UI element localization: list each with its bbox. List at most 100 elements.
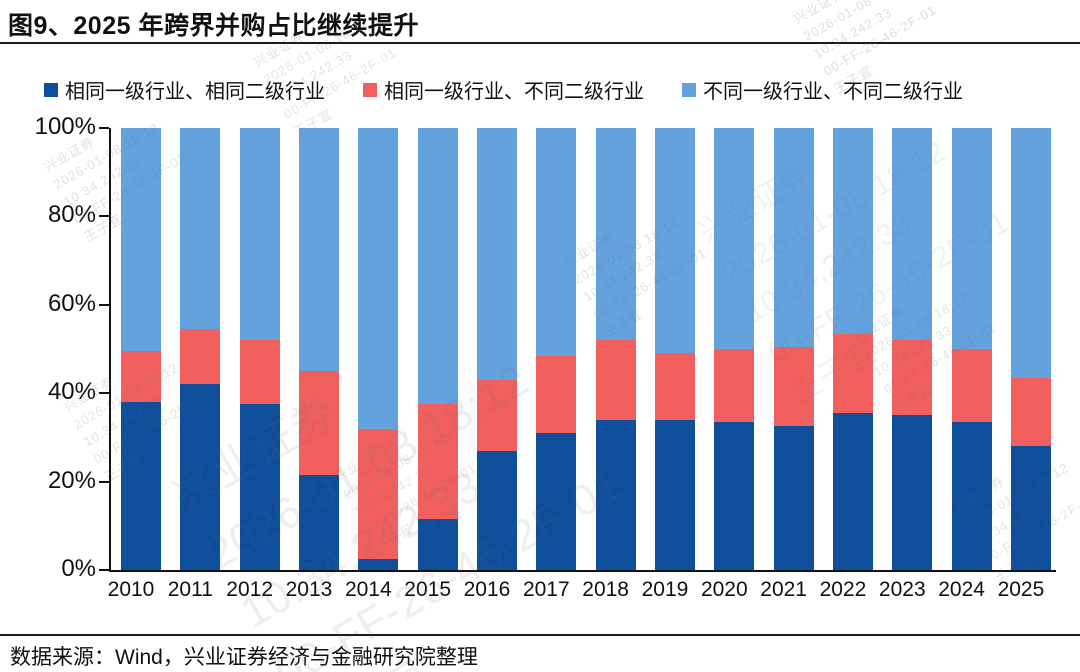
x-tick-label-2023: 2023 (878, 578, 926, 601)
bar-2021-segment-1 (773, 426, 814, 570)
bar-2023-segment-2 (892, 340, 933, 416)
x-tick-label-2011: 2011 (167, 578, 213, 601)
x-tick-label-2025: 2025 (997, 578, 1045, 601)
legend-swatch-dark-blue (44, 82, 58, 97)
title-divider (0, 42, 1080, 44)
bar-2016-segment-1 (476, 450, 517, 570)
bar-2019 (654, 128, 695, 570)
bar-2019-segment-2 (654, 353, 695, 420)
y-tick-40pct (99, 392, 109, 395)
bar-2018-segment-3 (595, 128, 636, 341)
y-tick-label-20pct: 20% (47, 466, 96, 494)
plot-area: 2010 2011 2012 2013 2014 2015 2016 2017 2018 2019… (35, 113, 1056, 601)
y-tick-label-40pct: 40% (47, 378, 96, 406)
x-tick-label-2013: 2013 (285, 578, 333, 601)
x-tick-label-2022: 2022 (819, 578, 867, 601)
bar-2013-segment-2 (298, 371, 339, 475)
x-tick-label-2017: 2017 (522, 578, 570, 601)
bar-2012-segment-2 (239, 340, 280, 405)
y-tick-label-100pct: 100% (34, 113, 96, 140)
bar-2018 (595, 128, 636, 570)
bar-2017-segment-2 (536, 355, 577, 433)
bar-2021-segment-3 (773, 128, 814, 347)
bar-2014-segment-1 (358, 558, 399, 570)
bar-2014-segment-3 (358, 128, 399, 429)
bar-2019-segment-1 (654, 419, 695, 570)
bar-2023-segment-3 (892, 128, 933, 341)
bar-2012-segment-1 (239, 404, 280, 570)
bar-2013-segment-3 (298, 128, 339, 372)
bar-2016-segment-3 (476, 128, 517, 380)
bar-2021 (773, 128, 814, 570)
bar-2020-segment-3 (714, 128, 755, 349)
bar-2015 (417, 128, 458, 570)
bar-2013-segment-1 (298, 474, 339, 570)
bar-2010 (121, 128, 161, 570)
bar-2020-segment-2 (714, 349, 755, 422)
y-tick-20pct (99, 480, 109, 483)
data-source-note: 数据来源：Wind，兴业证券经济与金融研究院整理 (10, 646, 478, 669)
bar-2017-segment-1 (536, 432, 577, 570)
bar-2018-segment-2 (595, 340, 636, 420)
bar-2016 (476, 128, 517, 570)
bar-2017-segment-3 (536, 128, 577, 356)
bar-2025-segment-3 (1010, 128, 1051, 378)
bar-2018-segment-1 (595, 419, 636, 570)
y-tick-label-80pct: 80% (47, 201, 96, 229)
bar-2011-segment-1 (180, 384, 221, 570)
x-tick-label-2010: 2010 (107, 578, 155, 601)
bar-2010-segment-2 (121, 351, 161, 403)
bar-2011-segment-3 (180, 128, 221, 330)
legend-label: 不同一级行业、不同二级行业 (703, 81, 963, 103)
footer-divider (0, 634, 1080, 636)
bar-2022-segment-3 (832, 128, 873, 334)
page-title: 图9、2025 年跨界并购占比继续提升 (8, 12, 419, 40)
bar-2022-segment-2 (832, 333, 873, 414)
bar-2019-segment-3 (654, 128, 695, 354)
y-tick-80pct (99, 215, 109, 218)
x-tick-label-2019: 2019 (641, 578, 689, 601)
bar-2010-segment-1 (121, 402, 161, 570)
y-axis-line (109, 128, 111, 572)
x-tick-label-2024: 2024 (938, 578, 985, 601)
bar-2012-segment-3 (239, 128, 280, 341)
y-tick-label-60pct: 60% (47, 289, 96, 317)
bar-2024-segment-3 (951, 128, 992, 349)
bar-2020 (714, 128, 755, 570)
y-tick-60pct (99, 303, 109, 306)
bar-2011 (180, 128, 221, 570)
legend-swatch-light-blue (682, 82, 696, 97)
x-tick-label-2018: 2018 (582, 578, 629, 601)
legend-swatch-red (363, 82, 377, 97)
legend-label: 相同一级行业、相同二级行业 (65, 81, 325, 103)
bar-2015-segment-2 (417, 404, 458, 520)
bar-2022-segment-1 (832, 413, 873, 570)
bar-2017 (536, 128, 577, 570)
bar-2012 (239, 128, 280, 570)
y-tick-100pct (99, 127, 109, 129)
chart-legend: 相同一级行业、相同二级行业 相同一级行业、不同二级行业 不同一级行业、不同二级行… (44, 75, 963, 104)
y-tick-0pct (99, 569, 109, 571)
x-tick-label-2021: 2021 (760, 578, 807, 601)
legend-item-same-primary-diff-secondary: 相同一级行业、不同二级行业 (363, 75, 644, 104)
bar-2014-segment-2 (358, 428, 399, 559)
bar-2025 (1010, 128, 1051, 570)
bar-2025-segment-1 (1010, 446, 1051, 570)
bar-2022 (832, 128, 873, 570)
x-tick-label-2016: 2016 (463, 578, 511, 601)
bar-2024 (951, 128, 992, 570)
bar-2024-segment-1 (951, 421, 992, 570)
x-axis-line (109, 570, 1056, 572)
x-tick-label-2015: 2015 (404, 578, 451, 601)
bar-2015-segment-1 (417, 519, 458, 570)
y-tick-label-0pct: 0% (61, 555, 96, 582)
bar-2014 (358, 128, 399, 570)
x-tick-label-2020: 2020 (700, 578, 748, 601)
bar-2020-segment-1 (714, 421, 755, 570)
bar-2025-segment-2 (1010, 377, 1051, 447)
bar-2021-segment-2 (773, 346, 814, 427)
x-tick-label-2014: 2014 (344, 578, 392, 601)
legend-label: 相同一级行业、不同二级行业 (384, 81, 644, 103)
legend-item-same-primary-same-secondary: 相同一级行业、相同二级行业 (44, 75, 325, 104)
